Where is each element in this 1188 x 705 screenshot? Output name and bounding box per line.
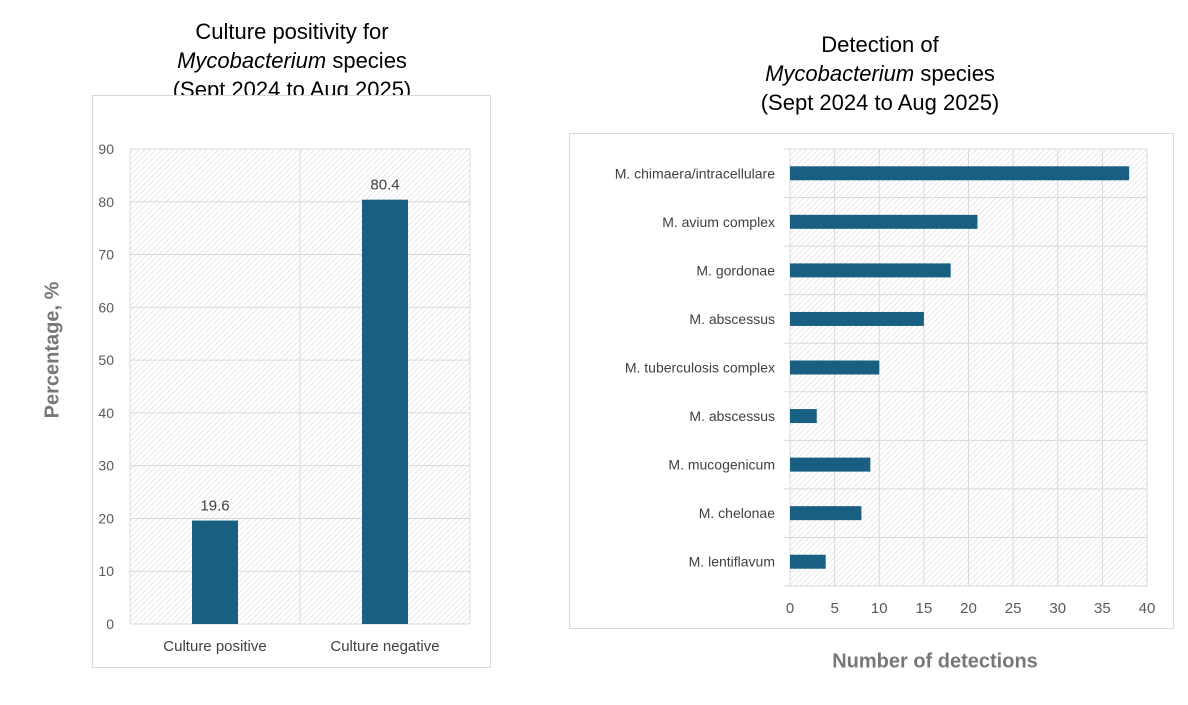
y-tick-label: 40: [98, 405, 114, 421]
right-title-line3: (Sept 2024 to Aug 2025): [760, 90, 1000, 115]
x-tick-label: 25: [1005, 600, 1022, 617]
x-tick-label: Culture positive: [163, 638, 266, 655]
x-tick-label: 15: [916, 600, 933, 617]
y-tick-label: M. abscessus: [689, 408, 775, 424]
y-tick-label: M. gordonae: [696, 262, 775, 278]
x-tick-label: 5: [830, 600, 838, 617]
right-title-rest: species: [914, 61, 995, 86]
data-label: 80.4: [370, 177, 399, 194]
y-tick-label: 10: [98, 563, 114, 579]
bar: [790, 311, 924, 326]
y-tick-label: 30: [98, 458, 114, 474]
bar: [192, 520, 238, 624]
left-title-italic: Mycobacterium: [177, 48, 327, 73]
y-tick-label: M. chelonae: [699, 505, 775, 521]
right-title-line1: Detection of: [821, 32, 939, 57]
y-tick-label: 80: [98, 194, 114, 210]
right-x-axis-title: Number of detections: [832, 650, 1038, 673]
left-title-rest: species: [326, 48, 407, 73]
right-title-italic: Mycobacterium: [765, 61, 915, 86]
x-tick-label: 40: [1139, 600, 1156, 617]
y-tick-label: 0: [106, 616, 114, 632]
y-tick-label: 90: [98, 141, 114, 157]
bar: [790, 457, 871, 472]
bar: [790, 409, 817, 424]
x-tick-label: 0: [786, 600, 794, 617]
bar: [790, 360, 880, 375]
y-tick-label: M. abscessus: [689, 311, 775, 327]
y-tick-label: M. tuberculosis complex: [625, 360, 775, 376]
y-tick-label: 70: [98, 247, 114, 263]
left-y-axis-title: Percentage, %: [41, 281, 64, 419]
y-tick-label: 50: [98, 352, 114, 368]
left-title-line2: Mycobacterium species: [92, 46, 492, 75]
bar: [790, 214, 978, 229]
bar: [790, 554, 826, 569]
y-tick-label: 20: [98, 510, 114, 526]
right-chart-title: Detection of Mycobacterium species (Sept…: [680, 30, 1080, 117]
bar: [790, 506, 862, 521]
x-tick-label: 10: [871, 600, 888, 617]
bar: [362, 199, 408, 624]
y-tick-label: M. chimaera/intracellulare: [615, 165, 775, 181]
bar: [790, 166, 1130, 181]
right-title-line2: Mycobacterium species: [680, 59, 1080, 88]
x-tick-label: 35: [1094, 600, 1111, 617]
y-tick-label: M. mucogenicum: [668, 457, 775, 473]
left-title-line1: Culture positivity for: [195, 19, 389, 44]
bar: [790, 263, 951, 278]
y-tick-label: M. lentiflavum: [689, 554, 775, 570]
y-tick-label: M. avium complex: [662, 214, 775, 230]
data-label: 19.6: [200, 498, 229, 515]
y-tick-label: 60: [98, 299, 114, 315]
x-tick-label: 30: [1049, 600, 1066, 617]
x-tick-label: Culture negative: [330, 638, 439, 655]
x-tick-label: 20: [960, 600, 977, 617]
